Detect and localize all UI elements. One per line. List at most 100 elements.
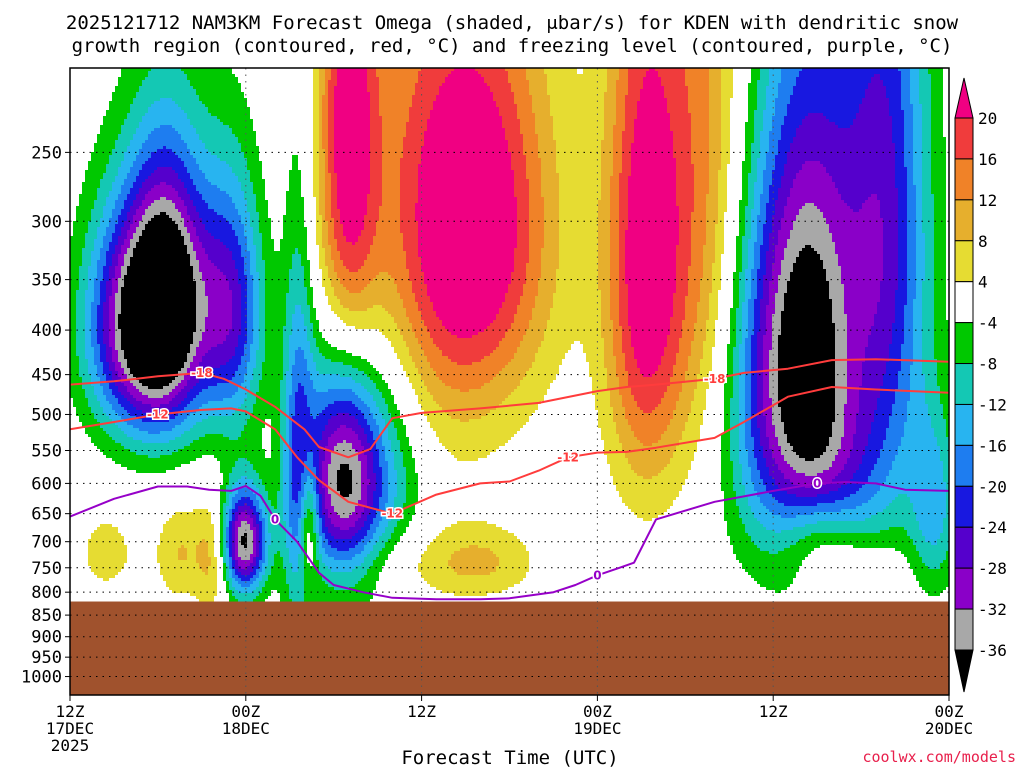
omega-cell xyxy=(118,359,127,362)
omega-cell xyxy=(244,353,250,356)
omega-cell xyxy=(109,323,115,326)
omega-cell xyxy=(334,269,349,272)
omega-cell xyxy=(154,128,175,131)
omega-cell xyxy=(631,155,673,158)
omega-cell xyxy=(550,101,604,104)
omega-cell xyxy=(85,347,94,350)
omega-cell xyxy=(79,356,85,359)
omega-cell xyxy=(898,227,907,230)
omega-cell xyxy=(283,224,304,227)
omega-cell xyxy=(541,167,556,170)
omega-cell xyxy=(754,263,760,266)
omega-cell xyxy=(748,299,754,302)
omega-cell xyxy=(709,83,721,86)
omega-cell xyxy=(745,146,751,149)
omega-cell xyxy=(889,353,901,356)
omega-cell xyxy=(754,197,760,200)
omega-cell xyxy=(673,311,685,314)
omega-cell xyxy=(187,230,196,233)
omega-cell xyxy=(760,260,766,263)
omega-cell xyxy=(418,164,511,167)
omega-cell xyxy=(313,182,319,185)
omega-cell xyxy=(754,317,760,320)
omega-cell xyxy=(241,251,250,254)
omega-cell xyxy=(673,149,691,152)
omega-cell xyxy=(259,287,265,290)
omega-cell xyxy=(832,179,895,182)
omega-cell xyxy=(904,149,913,152)
omega-cell xyxy=(862,203,880,206)
omega-cell xyxy=(709,140,721,143)
omega-cell xyxy=(709,185,718,188)
omega-cell xyxy=(556,281,598,284)
omega-cell xyxy=(601,308,610,311)
omega-cell xyxy=(784,167,802,170)
omega-cell xyxy=(754,203,760,206)
omega-cell xyxy=(115,338,121,341)
omega-cell xyxy=(709,308,718,311)
omega-cell xyxy=(556,167,601,170)
omega-cell xyxy=(382,167,400,170)
omega-cell xyxy=(907,257,916,260)
omega-cell xyxy=(76,317,85,320)
omega-cell xyxy=(223,215,241,218)
omega-cell xyxy=(538,152,556,155)
omega-cell xyxy=(913,176,922,179)
omega-cell xyxy=(883,248,898,251)
omega-cell xyxy=(211,233,235,236)
omega-cell xyxy=(259,311,265,314)
omega-cell xyxy=(364,218,379,221)
omega-cell xyxy=(400,296,415,299)
omega-cell xyxy=(178,191,187,194)
omega-cell xyxy=(931,95,943,98)
omega-cell xyxy=(76,332,85,335)
omega-cell xyxy=(925,269,934,272)
omega-cell xyxy=(751,209,760,212)
omega-cell xyxy=(340,299,403,302)
omega-cell xyxy=(130,227,136,230)
omega-cell xyxy=(313,80,319,83)
omega-cell xyxy=(613,158,622,161)
omega-cell xyxy=(931,113,943,116)
omega-cell xyxy=(913,152,922,155)
omega-cell xyxy=(745,287,751,290)
omega-cell xyxy=(322,236,328,239)
omega-cell xyxy=(727,359,733,362)
omega-cell xyxy=(898,197,907,200)
omega-cell xyxy=(934,236,946,239)
omega-cell xyxy=(109,302,115,305)
omega-cell xyxy=(661,359,676,362)
omega-cell xyxy=(337,248,370,251)
omega-cell xyxy=(430,365,505,368)
omega-cell xyxy=(196,281,205,284)
omega-cell xyxy=(280,239,307,242)
omega-cell xyxy=(613,167,622,170)
omega-cell xyxy=(253,329,259,332)
omega-cell xyxy=(661,362,676,365)
omega-cell xyxy=(85,338,91,341)
omega-cell xyxy=(769,134,781,137)
omega-cell xyxy=(331,182,337,185)
omega-cell xyxy=(106,113,127,116)
omega-cell xyxy=(694,167,709,170)
omega-cell xyxy=(433,302,502,305)
omega-cell xyxy=(127,173,139,176)
omega-cell xyxy=(175,206,187,209)
omega-cell xyxy=(511,83,529,86)
omega-cell xyxy=(103,308,109,311)
omega-cell xyxy=(322,119,328,122)
omega-cell xyxy=(292,368,307,371)
omega-cell xyxy=(526,263,541,266)
omega-cell xyxy=(319,173,325,176)
omega-cell xyxy=(70,335,76,338)
omega-cell xyxy=(763,173,772,176)
omega-cell xyxy=(292,158,298,161)
omega-cell xyxy=(754,308,760,311)
omega-cell xyxy=(745,224,751,227)
omega-cell xyxy=(316,212,319,215)
omega-cell xyxy=(676,251,691,254)
omega-cell xyxy=(112,185,121,188)
omega-cell xyxy=(322,218,325,221)
omega-cell xyxy=(112,374,118,377)
omega-cell xyxy=(760,308,766,311)
